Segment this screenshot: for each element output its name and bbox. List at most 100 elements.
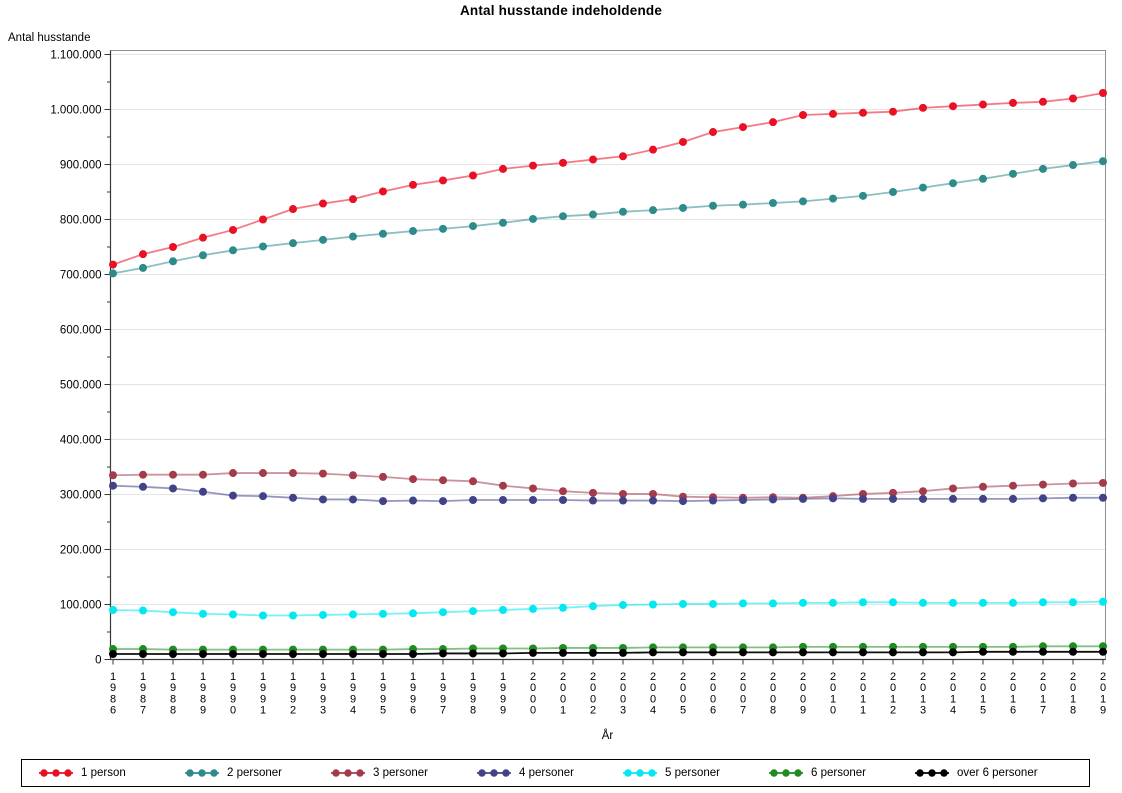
legend-marker-icon	[623, 769, 657, 777]
series-marker-2-personer	[529, 214, 537, 223]
series-marker-4-personer	[709, 496, 717, 505]
series-marker-over-6-personer	[799, 648, 807, 657]
series-marker-5-personer	[469, 607, 477, 616]
x-tick-label-digit: 2	[740, 671, 746, 683]
series-marker-1-person	[589, 155, 597, 164]
legend-item-1-person: 1 person	[38, 767, 184, 779]
series-marker-over-6-personer	[499, 649, 507, 658]
x-tick-label-digit: 9	[500, 693, 506, 705]
x-tick-label-digit: 1	[260, 705, 266, 717]
series-marker-4-personer	[499, 496, 507, 504]
series-marker-5-personer	[199, 609, 207, 618]
x-tick-label-digit: 3	[920, 705, 926, 717]
series-marker-2-personer	[919, 183, 927, 192]
series-marker-over-6-personer	[559, 648, 567, 657]
series-marker-1-person	[619, 152, 627, 161]
series-marker-over-6-personer	[319, 650, 327, 658]
series-marker-over-6-personer	[589, 648, 597, 657]
series-marker-1-person	[799, 111, 807, 119]
series-marker-5-personer	[1039, 598, 1047, 607]
x-tick-label-digit: 9	[230, 682, 236, 694]
series-marker-2-personer	[409, 227, 417, 236]
x-tick-label-digit: 1	[1010, 693, 1016, 705]
series-marker-4-personer	[1069, 493, 1077, 502]
x-tick-label-digit: 9	[140, 682, 146, 694]
series-marker-4-personer	[619, 496, 627, 505]
series-line-3-personer	[112, 472, 1104, 499]
x-tick-label-digit: 9	[380, 682, 386, 694]
series-marker-5-personer	[829, 598, 837, 607]
series-marker-5-personer	[949, 598, 957, 607]
series-marker-2-personer	[949, 179, 957, 188]
series-marker-4-personer	[109, 481, 117, 490]
x-tick-label-digit: 8	[200, 693, 206, 705]
x-tick-label-digit: 0	[620, 682, 626, 694]
x-tick-label-digit: 1	[470, 671, 476, 683]
legend-item-5-personer: 5 personer	[622, 767, 768, 779]
series-marker-4-personer	[949, 494, 957, 503]
x-tick-label-digit: 2	[530, 671, 536, 683]
series-marker-4-personer	[739, 496, 747, 504]
x-tick-label-digit: 1	[350, 671, 356, 683]
series-marker-1-person	[889, 107, 897, 116]
y-tick-label: 1.100.000	[50, 50, 101, 62]
series-line-2-personer	[112, 160, 1104, 275]
series-marker-4-personer	[919, 494, 927, 503]
series-marker-1-person	[709, 128, 717, 137]
legend-label: 5 personer	[665, 767, 720, 779]
series-marker-2-personer	[1099, 157, 1107, 166]
x-tick-label-digit: 9	[350, 682, 356, 694]
series-marker-2-personer	[319, 235, 327, 244]
series-marker-3-personer	[139, 470, 147, 479]
x-tick-label-digit: 0	[1010, 682, 1016, 694]
x-tick-label-digit: 4	[950, 705, 956, 717]
series-marker-2-personer	[499, 218, 507, 227]
series-marker-2-personer	[859, 191, 867, 200]
x-tick-label-digit: 6	[410, 705, 416, 717]
series-marker-2-personer	[829, 194, 837, 203]
series-marker-2-personer	[649, 206, 657, 215]
legend-marker-icon	[331, 769, 365, 777]
series-marker-over-6-personer	[679, 648, 687, 657]
series-marker-2-personer	[559, 212, 567, 221]
series-marker-over-6-personer	[529, 648, 537, 657]
legend-item-2-personer: 2 personer	[184, 767, 330, 779]
x-tick-label-digit: 9	[800, 705, 806, 717]
series-marker-5-personer	[289, 611, 297, 620]
x-tick-label-digit: 8	[170, 705, 176, 717]
legend-item-over-6-personer: over 6 personer	[914, 767, 1089, 779]
series-marker-4-personer	[469, 496, 477, 504]
series-marker-4-personer	[979, 494, 987, 503]
x-tick-label-digit: 2	[1070, 671, 1076, 683]
series-marker-3-personer	[499, 481, 507, 490]
legend-label: 1 person	[81, 767, 126, 779]
series-marker-4-personer	[829, 494, 837, 503]
series-marker-5-personer	[979, 598, 987, 607]
series-marker-2-personer	[349, 232, 357, 241]
x-tick-label-digit: 9	[410, 693, 416, 705]
series-marker-4-personer	[769, 495, 777, 504]
series-marker-5-personer	[769, 599, 777, 608]
series-marker-5-personer	[319, 610, 327, 619]
series-marker-2-personer	[259, 242, 267, 251]
x-tick-label-digit: 2	[290, 705, 296, 717]
series-marker-2-personer	[169, 257, 177, 266]
series-marker-3-personer	[619, 489, 627, 498]
series-marker-6-personer	[829, 642, 837, 651]
series-marker-1-person	[439, 176, 447, 185]
series-marker-3-personer	[409, 475, 417, 484]
series-marker-1-person	[529, 161, 537, 170]
series-marker-3-personer	[529, 484, 537, 493]
series-marker-1-person	[109, 260, 117, 269]
x-tick-label-digit: 0	[590, 693, 596, 705]
series-line-5-personer	[112, 600, 1104, 617]
series-marker-1-person	[319, 199, 327, 208]
series-marker-2-personer	[889, 188, 897, 196]
series-marker-2-personer	[769, 199, 777, 207]
series-marker-4-personer	[169, 484, 177, 493]
x-tick-label-digit: 0	[560, 682, 566, 694]
x-tick-label-digit: 9	[1100, 705, 1106, 717]
series-marker-5-personer	[409, 609, 417, 618]
series-marker-4-personer	[229, 491, 237, 500]
